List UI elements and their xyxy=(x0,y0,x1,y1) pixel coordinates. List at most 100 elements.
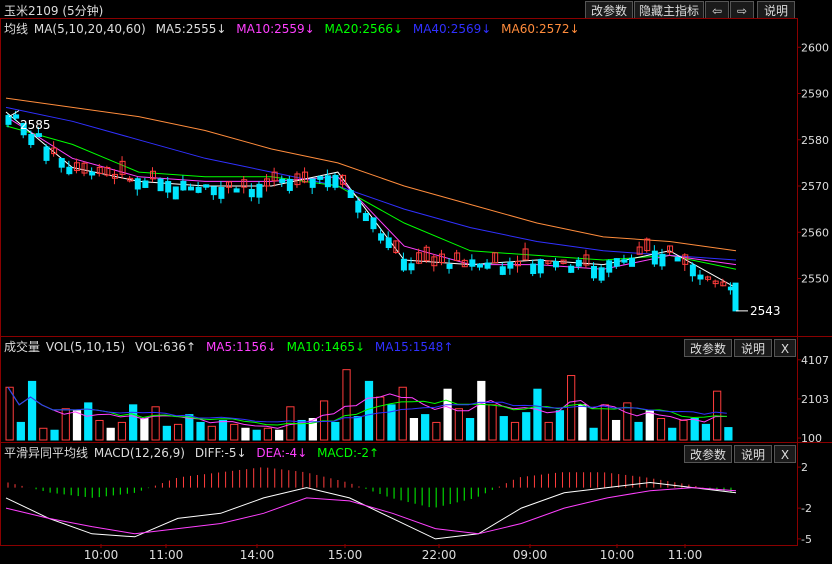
vol-ma15: MA15:1548↑ xyxy=(374,340,454,354)
volume-bar xyxy=(39,427,48,441)
volume-bar xyxy=(230,423,239,441)
volume-bar xyxy=(5,386,14,441)
volume-bar xyxy=(61,408,70,441)
time-tick-label: 09:00 xyxy=(512,548,548,562)
volume-bar xyxy=(117,421,127,441)
volume-bar xyxy=(465,418,475,441)
vol-header: 成交量 VOL(5,10,15) VOL:636↑ MA5:1156↓ MA10… xyxy=(4,340,459,354)
candle xyxy=(20,122,27,136)
vol-tick-label: 2103 xyxy=(801,393,829,406)
vol-value: VOL:636↑ xyxy=(134,340,197,354)
volume-bar xyxy=(185,414,194,441)
candle xyxy=(96,166,103,174)
macd-help-button[interactable]: 说明 xyxy=(734,445,772,463)
candle xyxy=(408,263,415,271)
candle xyxy=(317,176,324,180)
candle xyxy=(697,274,704,280)
candle xyxy=(476,263,483,268)
high-price-label: 2585 xyxy=(20,118,51,132)
volume-bar xyxy=(656,418,666,441)
candle xyxy=(355,200,362,213)
candle xyxy=(378,233,385,241)
macd-dea: DEA:-4↓ xyxy=(256,446,308,460)
candle xyxy=(720,281,727,287)
candle xyxy=(514,260,521,267)
candle xyxy=(127,177,134,182)
candle xyxy=(58,158,65,168)
window-title: 玉米2109 (5分钟) xyxy=(4,4,104,18)
price-tick-label: 2590 xyxy=(801,88,829,101)
candle xyxy=(294,173,301,186)
candle xyxy=(233,188,240,193)
candle xyxy=(522,248,529,261)
candle xyxy=(264,178,271,187)
time-tick-label: 14:00 xyxy=(239,548,275,562)
volume-bar xyxy=(611,419,621,441)
candle xyxy=(332,174,339,188)
volume-bar xyxy=(173,423,183,441)
volume-bar xyxy=(252,429,261,441)
price-tick-label: 2570 xyxy=(801,180,829,193)
volume-bar xyxy=(376,396,385,441)
time-tick-label: 15:00 xyxy=(327,548,363,562)
vol-close-button[interactable]: X xyxy=(774,339,796,357)
volume-bar xyxy=(162,425,171,441)
candle xyxy=(51,147,58,155)
candle xyxy=(188,186,194,191)
volume-bar xyxy=(27,380,37,441)
macd-tick-label: -2 xyxy=(801,502,812,515)
chart-frame xyxy=(0,18,798,546)
candle-last xyxy=(732,282,739,312)
candle xyxy=(286,178,293,191)
macd-macd: MACD:-2↑ xyxy=(317,446,380,460)
candle xyxy=(73,162,80,172)
low-price-label: 2543 xyxy=(750,304,781,318)
candle xyxy=(195,186,202,193)
vol-tick-label: 4107 xyxy=(801,354,829,367)
volume-bar xyxy=(522,412,531,441)
volume-bar xyxy=(387,404,396,441)
candle xyxy=(537,259,544,274)
vol-help-button[interactable]: 说明 xyxy=(734,339,772,357)
volume-bar xyxy=(84,402,93,441)
candle xyxy=(705,276,712,280)
candle xyxy=(469,259,476,267)
volume-bar xyxy=(679,419,688,441)
volume-bar xyxy=(140,418,149,441)
candle xyxy=(659,253,666,267)
volume-bar xyxy=(499,416,508,441)
ma5-value: MA5:2555↓ xyxy=(155,22,227,36)
vol-params-button[interactable]: 改参数 xyxy=(684,339,732,357)
candle xyxy=(393,240,400,253)
macd-close-button[interactable]: X xyxy=(774,445,796,463)
volume-bar xyxy=(589,427,598,441)
volume-bar xyxy=(297,419,306,441)
ma-line-ma60 xyxy=(5,97,737,252)
time-tick-label: 10:00 xyxy=(83,548,119,562)
candle xyxy=(636,246,643,255)
macd-tick-label: 2 xyxy=(801,461,808,474)
volume-bar xyxy=(50,429,59,441)
ma-header: 均线 MA(5,10,20,40,60) MA5:2555↓ MA10:2559… xyxy=(4,22,586,36)
volume-bar xyxy=(533,388,542,441)
macd-diff: DIFF:-5↓ xyxy=(194,446,247,460)
candle xyxy=(416,252,423,264)
macd-tick-label: -5 xyxy=(801,533,812,546)
time-tick-label: 11:00 xyxy=(667,548,703,562)
ma10-value: MA10:2559↓ xyxy=(236,22,315,36)
candle xyxy=(28,133,35,146)
candle xyxy=(279,178,286,183)
time-tick-label: 11:00 xyxy=(148,548,184,562)
vol-tick-label: 100 xyxy=(801,432,822,445)
candle xyxy=(203,184,210,188)
volume-bar xyxy=(218,419,228,441)
candle xyxy=(180,180,187,191)
candle xyxy=(545,260,552,264)
diff-line xyxy=(5,481,737,540)
candle xyxy=(309,178,316,188)
macd-params-button[interactable]: 改参数 xyxy=(684,445,732,463)
time-tick-label: 22:00 xyxy=(421,548,457,562)
volume-bar xyxy=(544,421,553,441)
candle xyxy=(492,252,499,264)
